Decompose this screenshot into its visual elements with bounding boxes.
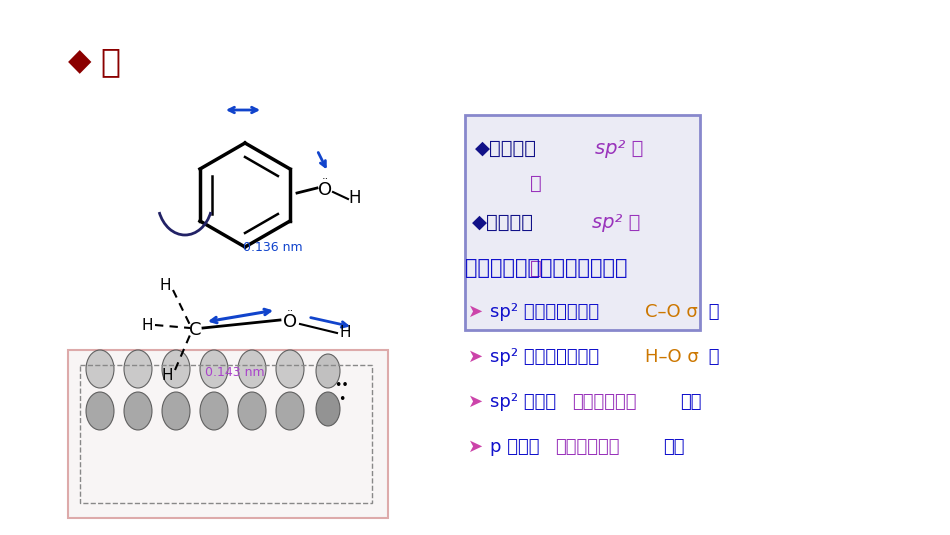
Ellipse shape (276, 350, 304, 388)
Bar (80, 365, 372, 503)
Ellipse shape (124, 392, 152, 430)
Text: ◆: ◆ (68, 48, 91, 77)
Text: 化: 化 (530, 258, 541, 278)
Text: ..: .. (286, 303, 294, 313)
Ellipse shape (200, 350, 228, 388)
Text: H: H (349, 189, 361, 207)
Text: •: • (338, 394, 346, 407)
Text: 键: 键 (703, 348, 719, 366)
Text: H–O σ: H–O σ (645, 348, 699, 366)
Text: ◆碳原子：: ◆碳原子： (475, 139, 537, 157)
Text: sp² 杂: sp² 杂 (592, 212, 640, 232)
Text: ➤: ➤ (468, 393, 484, 411)
Text: sp² 轨道，参与形成: sp² 轨道，参与形成 (490, 303, 605, 321)
Ellipse shape (276, 392, 304, 430)
Text: p 轨道，: p 轨道， (490, 438, 540, 456)
Text: sp² 杂: sp² 杂 (595, 139, 643, 157)
Text: ➤: ➤ (468, 303, 484, 321)
Text: sp² 轨道，参与形成: sp² 轨道，参与形成 (490, 348, 605, 366)
Text: ••: •• (334, 378, 350, 392)
Text: O: O (318, 181, 332, 199)
Ellipse shape (162, 350, 190, 388)
Text: 未共用电子对: 未共用电子对 (572, 393, 636, 411)
Bar (465, 115, 700, 330)
Text: ➤: ➤ (468, 438, 484, 456)
Text: 0.143 nm: 0.143 nm (205, 365, 265, 378)
Text: ..: .. (321, 171, 329, 181)
Ellipse shape (316, 354, 340, 388)
Bar (68, 350, 388, 518)
Ellipse shape (316, 392, 340, 426)
Text: sp² 轨道，: sp² 轨道， (490, 393, 556, 411)
Text: O: O (283, 313, 297, 331)
Text: H: H (160, 278, 171, 293)
Ellipse shape (162, 392, 190, 430)
Ellipse shape (124, 350, 152, 388)
Ellipse shape (238, 392, 266, 430)
Ellipse shape (200, 392, 228, 430)
Text: C–O σ: C–O σ (645, 303, 697, 321)
Ellipse shape (238, 350, 266, 388)
Text: 键: 键 (703, 303, 719, 321)
Text: ◆氧原子：: ◆氧原子： (472, 212, 534, 232)
Text: H: H (162, 368, 173, 383)
Text: ➤: ➤ (468, 348, 484, 366)
Text: C: C (189, 321, 201, 339)
Text: H: H (142, 317, 153, 332)
Ellipse shape (86, 392, 114, 430)
Text: 0.136 nm: 0.136 nm (243, 241, 303, 254)
Text: 未共用电子对: 未共用电子对 (555, 438, 619, 456)
Text: 苯酚分子中，氧原子分别以：: 苯酚分子中，氧原子分别以： (465, 258, 628, 278)
Text: 酟: 酟 (100, 45, 120, 79)
Text: 占据: 占据 (663, 438, 685, 456)
Text: H: H (339, 325, 351, 340)
Text: 占据: 占据 (680, 393, 701, 411)
Ellipse shape (86, 350, 114, 388)
Text: 化: 化 (530, 173, 541, 193)
